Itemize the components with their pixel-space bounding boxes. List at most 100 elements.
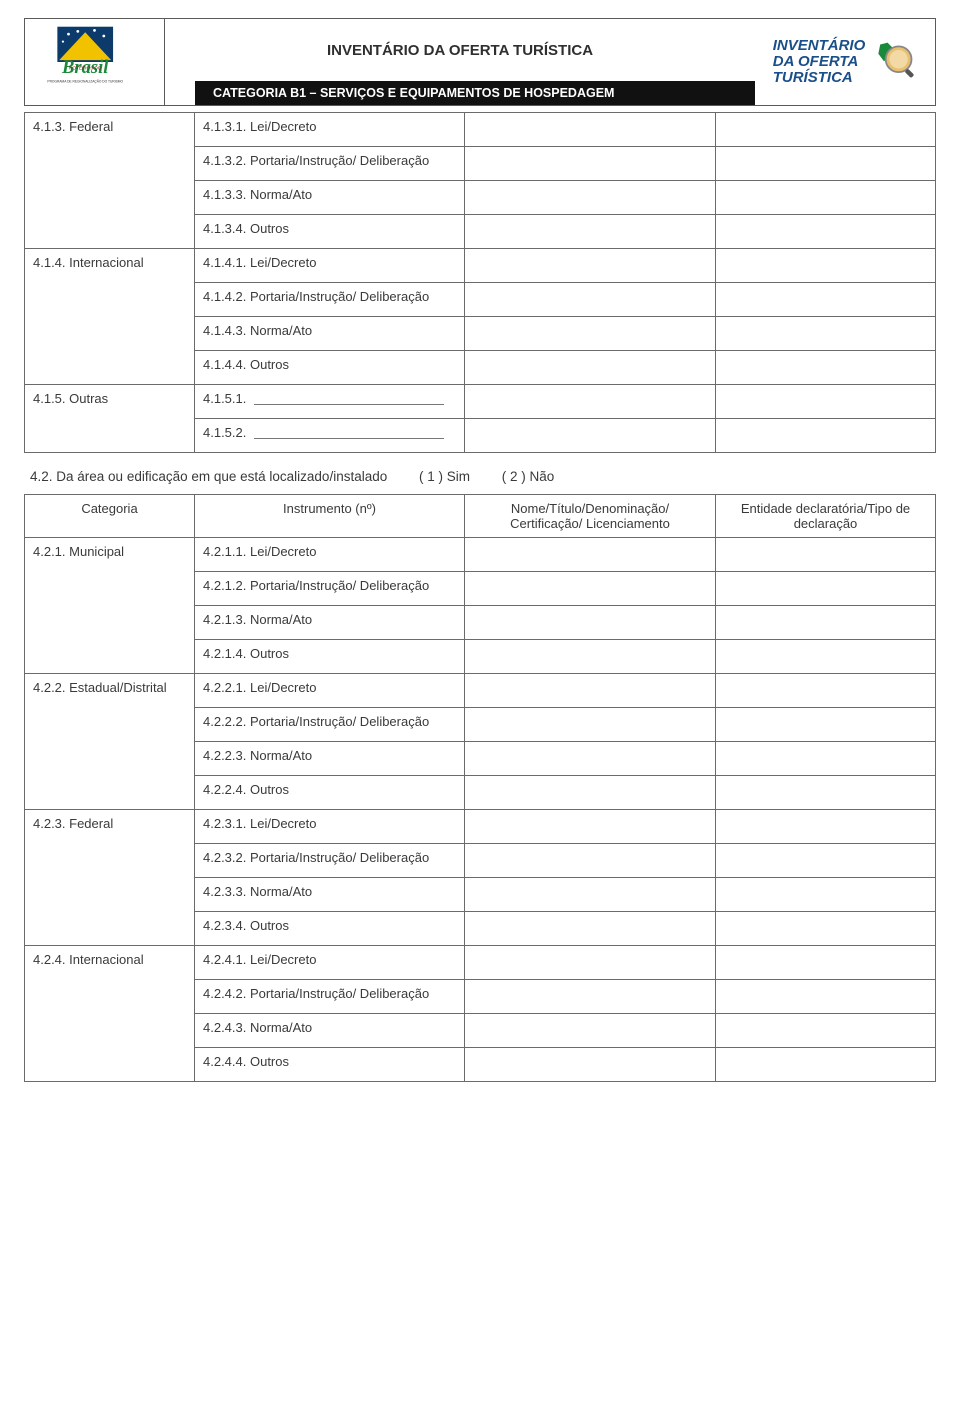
nome-cell[interactable] (465, 317, 716, 351)
instrument-cell: 4.2.1.4. Outros (195, 640, 465, 674)
entidade-cell[interactable] (716, 878, 936, 912)
question-42-text: 4.2. Da área ou edificação em que está l… (30, 469, 387, 484)
entidade-cell[interactable] (716, 980, 936, 1014)
nome-cell[interactable] (465, 181, 716, 215)
nome-cell[interactable] (465, 708, 716, 742)
nome-cell[interactable] (465, 674, 716, 708)
category-cell: 4.2.3. Federal (25, 810, 195, 946)
entidade-cell[interactable] (716, 708, 936, 742)
entidade-cell[interactable] (716, 351, 936, 385)
nome-cell[interactable] (465, 1014, 716, 1048)
entidade-cell[interactable] (716, 385, 936, 419)
instrument-cell: 4.1.4.1. Lei/Decreto (195, 249, 465, 283)
page-header: Brasil ROTEIROS DO PROGRAMA DE REGIONALI… (24, 18, 936, 106)
nome-cell[interactable] (465, 980, 716, 1014)
instrument-cell: 4.2.1.2. Portaria/Instrução/ Deliberação (195, 572, 465, 606)
nome-cell[interactable] (465, 249, 716, 283)
header-category-bar: CATEGORIA B1 – SERVIÇOS E EQUIPAMENTOS D… (195, 81, 755, 105)
category-cell: 4.1.5. Outras (25, 385, 195, 453)
instrument-cell: 4.1.3.2. Portaria/Instrução/ Deliberação (195, 147, 465, 181)
entidade-cell[interactable] (716, 606, 936, 640)
th-entidade: Entidade declaratória/Tipo de declaração (716, 495, 936, 538)
nome-cell[interactable] (465, 640, 716, 674)
category-cell: 4.2.1. Municipal (25, 538, 195, 674)
instrument-cell: 4.1.3.3. Norma/Ato (195, 181, 465, 215)
instrument-cell: 4.2.1.1. Lei/Decreto (195, 538, 465, 572)
nome-cell[interactable] (465, 878, 716, 912)
nome-cell[interactable] (465, 215, 716, 249)
table-41: 4.1.3. Federal4.1.3.1. Lei/Decreto4.1.3.… (24, 112, 936, 453)
instrument-cell: 4.2.3.3. Norma/Ato (195, 878, 465, 912)
nome-cell[interactable] (465, 419, 716, 453)
table-row: 4.1.5. Outras4.1.5.1. (25, 385, 936, 419)
logo-inventario: INVENTÁRIO DA OFERTA TURÍSTICA (755, 19, 935, 105)
table-42: Categoria Instrumento (nº) Nome/Título/D… (24, 494, 936, 1082)
nome-cell[interactable] (465, 538, 716, 572)
instrument-cell: 4.1.4.4. Outros (195, 351, 465, 385)
entidade-cell[interactable] (716, 674, 936, 708)
entidade-cell[interactable] (716, 538, 936, 572)
entidade-cell[interactable] (716, 147, 936, 181)
entidade-cell[interactable] (716, 419, 936, 453)
nome-cell[interactable] (465, 742, 716, 776)
instrument-cell: 4.2.2.3. Norma/Ato (195, 742, 465, 776)
entidade-cell[interactable] (716, 844, 936, 878)
instrument-cell: 4.2.3.1. Lei/Decreto (195, 810, 465, 844)
instrument-cell: 4.2.3.2. Portaria/Instrução/ Deliberação (195, 844, 465, 878)
table-row: 4.1.3. Federal4.1.3.1. Lei/Decreto (25, 113, 936, 147)
option-nao[interactable]: ( 2 ) Não (502, 469, 555, 484)
nome-cell[interactable] (465, 283, 716, 317)
entidade-cell[interactable] (716, 810, 936, 844)
instrument-cell: 4.1.3.1. Lei/Decreto (195, 113, 465, 147)
entidade-cell[interactable] (716, 742, 936, 776)
nome-cell[interactable] (465, 776, 716, 810)
nome-cell[interactable] (465, 810, 716, 844)
page: Brasil ROTEIROS DO PROGRAMA DE REGIONALI… (0, 0, 960, 1112)
nome-cell[interactable] (465, 147, 716, 181)
entidade-cell[interactable] (716, 113, 936, 147)
entidade-cell[interactable] (716, 640, 936, 674)
entidade-cell[interactable] (716, 181, 936, 215)
nome-cell[interactable] (465, 572, 716, 606)
entidade-cell[interactable] (716, 1014, 936, 1048)
nome-cell[interactable] (465, 606, 716, 640)
globe-magnifier-icon (871, 39, 917, 85)
th-instrumento: Instrumento (nº) (195, 495, 465, 538)
nome-cell[interactable] (465, 844, 716, 878)
nome-cell[interactable] (465, 946, 716, 980)
entidade-cell[interactable] (716, 946, 936, 980)
entidade-cell[interactable] (716, 912, 936, 946)
instrument-cell: 4.2.1.3. Norma/Ato (195, 606, 465, 640)
table-row: 4.1.4. Internacional4.1.4.1. Lei/Decreto (25, 249, 936, 283)
logo-brasil: Brasil ROTEIROS DO PROGRAMA DE REGIONALI… (25, 19, 165, 105)
instrument-cell: 4.2.2.1. Lei/Decreto (195, 674, 465, 708)
entidade-cell[interactable] (716, 1048, 936, 1082)
table-row: 4.2.3. Federal4.2.3.1. Lei/Decreto (25, 810, 936, 844)
instrument-cell: 4.2.4.1. Lei/Decreto (195, 946, 465, 980)
nome-cell[interactable] (465, 1048, 716, 1082)
nome-cell[interactable] (465, 351, 716, 385)
category-cell: 4.2.2. Estadual/Distrital (25, 674, 195, 810)
category-cell: 4.1.3. Federal (25, 113, 195, 249)
table-row: 4.2.4. Internacional4.2.4.1. Lei/Decreto (25, 946, 936, 980)
entidade-cell[interactable] (716, 572, 936, 606)
instrument-cell: 4.1.4.3. Norma/Ato (195, 317, 465, 351)
header-title: INVENTÁRIO DA OFERTA TURÍSTICA (165, 19, 755, 81)
entidade-cell[interactable] (716, 249, 936, 283)
instrument-cell: 4.1.5.1. (195, 385, 465, 419)
entidade-cell[interactable] (716, 283, 936, 317)
instrument-cell: 4.2.4.2. Portaria/Instrução/ Deliberação (195, 980, 465, 1014)
nome-cell[interactable] (465, 385, 716, 419)
category-cell: 4.1.4. Internacional (25, 249, 195, 385)
header-middle: INVENTÁRIO DA OFERTA TURÍSTICA CATEGORIA… (165, 19, 755, 105)
nome-cell[interactable] (465, 113, 716, 147)
entidade-cell[interactable] (716, 215, 936, 249)
option-sim[interactable]: ( 1 ) Sim (419, 469, 470, 484)
entidade-cell[interactable] (716, 317, 936, 351)
th-categoria: Categoria (25, 495, 195, 538)
entidade-cell[interactable] (716, 776, 936, 810)
nome-cell[interactable] (465, 912, 716, 946)
table-42-header-row: Categoria Instrumento (nº) Nome/Título/D… (25, 495, 936, 538)
instrument-cell: 4.2.4.3. Norma/Ato (195, 1014, 465, 1048)
instrument-cell: 4.1.4.2. Portaria/Instrução/ Deliberação (195, 283, 465, 317)
